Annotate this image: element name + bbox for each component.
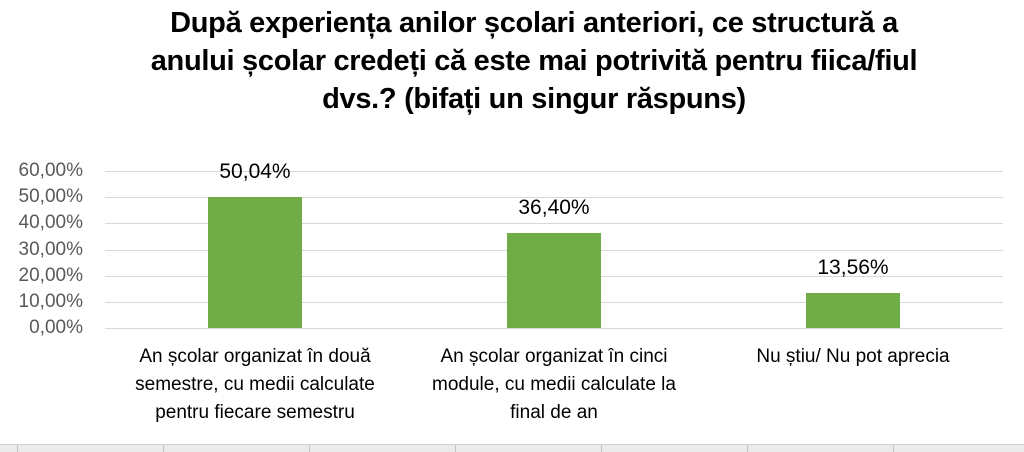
spreadsheet-cells-strip[interactable] (0, 444, 1024, 452)
gridline (105, 171, 1003, 172)
y-axis-tick-label: 60,00% (18, 160, 83, 181)
chart-title-line: După experiența anilor școlari anteriori… (170, 7, 898, 39)
cell-border (163, 445, 164, 452)
x-axis-category-label: An școlar organizat în două semestre, cu… (135, 346, 375, 423)
y-axis-tick-label: 40,00% (18, 212, 83, 233)
chart-title-line: dvs.? (bifați un singur răspuns) (322, 83, 746, 115)
x-axis-category-label: Nu știu/ Nu pot aprecia (756, 346, 950, 367)
y-axis-tick-label: 50,00% (18, 186, 83, 207)
bar-value-label: 36,40% (518, 196, 590, 219)
cell-border (309, 445, 310, 452)
bar-value-label: 13,56% (817, 256, 889, 279)
bar (208, 197, 302, 328)
gridline (105, 328, 1003, 329)
cell-border (455, 445, 456, 452)
bar-value-label: 50,04% (219, 160, 291, 183)
bar (806, 293, 900, 328)
y-axis-tick-label: 20,00% (18, 265, 83, 286)
cell-border (747, 445, 748, 452)
y-axis-tick-label: 0,00% (29, 317, 83, 338)
chart-title-line: anului școlar credeți că este mai potriv… (150, 45, 918, 77)
cell-border (893, 445, 894, 452)
gridline (105, 197, 1003, 198)
y-axis-tick-label: 30,00% (18, 239, 83, 260)
bar (507, 233, 601, 328)
cell-border (17, 445, 18, 452)
gridline (105, 223, 1003, 224)
y-axis-tick-label: 10,00% (18, 291, 83, 312)
cell-border (601, 445, 602, 452)
chart-title: După experiența anilor școlari anteriori… (34, 4, 1024, 118)
x-axis-category-label: An școlar organizat în cinci module, cu … (432, 346, 676, 423)
